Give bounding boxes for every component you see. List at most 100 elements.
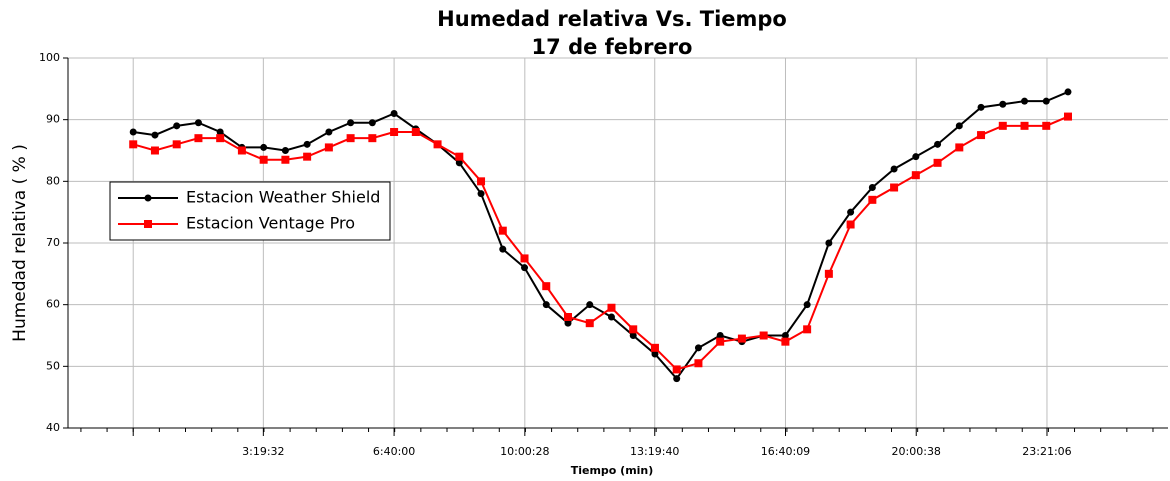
marker — [977, 131, 986, 140]
marker — [999, 100, 1007, 108]
marker — [1020, 121, 1029, 130]
marker — [129, 128, 137, 136]
marker — [411, 128, 420, 136]
marker — [390, 110, 398, 117]
marker — [520, 254, 529, 263]
y-tick-label: 90 — [46, 113, 60, 126]
marker — [825, 239, 833, 247]
chart-title: Humedad relativa Vs. Tiempo — [437, 7, 787, 31]
y-tick-label: 70 — [46, 236, 60, 249]
marker — [303, 140, 311, 148]
marker — [846, 220, 855, 229]
marker — [1064, 112, 1072, 121]
marker — [868, 195, 877, 204]
marker — [585, 319, 594, 328]
marker — [1042, 121, 1051, 130]
marker — [260, 143, 268, 151]
legend-label: Estacion Ventage Pro — [186, 214, 355, 233]
marker — [216, 128, 224, 136]
marker — [368, 119, 376, 127]
marker — [912, 153, 920, 161]
marker — [759, 331, 768, 340]
y-axis-label: Humedad relativa ( % ) — [10, 144, 30, 342]
marker — [129, 140, 138, 149]
x-tick-label: 6:40:00 — [373, 445, 415, 458]
series-line — [133, 90, 1069, 381]
marker — [998, 121, 1007, 130]
marker — [325, 128, 333, 136]
marker — [281, 147, 289, 154]
marker — [542, 282, 551, 291]
marker — [977, 103, 985, 111]
marker — [477, 190, 485, 198]
marker — [824, 269, 833, 278]
marker — [737, 334, 746, 343]
marker — [629, 325, 638, 334]
marker — [194, 119, 202, 127]
marker — [564, 319, 572, 327]
marker — [673, 375, 681, 383]
marker — [477, 177, 486, 186]
marker — [172, 140, 181, 149]
marker — [390, 128, 399, 136]
marker — [694, 359, 703, 368]
marker — [303, 152, 312, 161]
x-axis-label: Tiempo (min) — [571, 464, 654, 477]
x-tick-label: 23:21:06 — [1022, 445, 1071, 458]
legend-marker — [144, 220, 152, 228]
marker — [694, 344, 702, 352]
marker — [890, 183, 899, 192]
marker — [216, 134, 225, 143]
y-tick-label: 60 — [46, 298, 60, 311]
marker — [499, 245, 507, 253]
legend-marker — [144, 194, 152, 202]
legend-label: Estacion Weather Shield — [186, 188, 380, 207]
x-tick-label: 20:00:38 — [892, 445, 941, 458]
marker — [629, 332, 637, 339]
marker — [173, 122, 181, 130]
marker — [346, 134, 355, 143]
y-tick-label: 50 — [46, 359, 60, 372]
marker — [716, 332, 724, 339]
marker — [955, 143, 964, 152]
y-tick-label: 80 — [46, 174, 60, 187]
marker — [781, 332, 789, 339]
marker — [281, 155, 290, 164]
marker — [498, 226, 507, 235]
marker — [890, 165, 898, 173]
marker — [521, 264, 529, 272]
x-tick-label: 10:00:28 — [500, 445, 549, 458]
marker — [1042, 97, 1050, 105]
marker — [542, 301, 550, 309]
marker — [150, 146, 159, 155]
marker — [955, 122, 963, 130]
marker — [911, 171, 920, 180]
marker — [651, 350, 659, 358]
marker — [259, 155, 268, 164]
marker — [781, 337, 790, 346]
marker — [847, 208, 855, 216]
marker — [716, 337, 725, 346]
marker — [455, 159, 463, 167]
marker — [194, 134, 203, 143]
marker — [1021, 97, 1029, 105]
marker — [803, 301, 811, 309]
y-tick-label: 40 — [46, 421, 60, 434]
marker — [672, 365, 681, 374]
chart-subtitle: 17 de febrero — [532, 35, 693, 59]
marker — [237, 146, 246, 155]
marker — [934, 140, 942, 148]
marker — [433, 140, 442, 149]
marker — [151, 131, 159, 139]
marker — [455, 152, 464, 161]
marker — [933, 158, 942, 167]
marker — [803, 325, 812, 334]
marker — [1064, 88, 1072, 96]
marker — [607, 313, 615, 321]
marker — [868, 184, 876, 191]
marker — [650, 343, 659, 352]
x-tick-label: 13:19:40 — [630, 445, 679, 458]
marker — [607, 303, 616, 312]
x-tick-label: 3:19:32 — [242, 445, 284, 458]
